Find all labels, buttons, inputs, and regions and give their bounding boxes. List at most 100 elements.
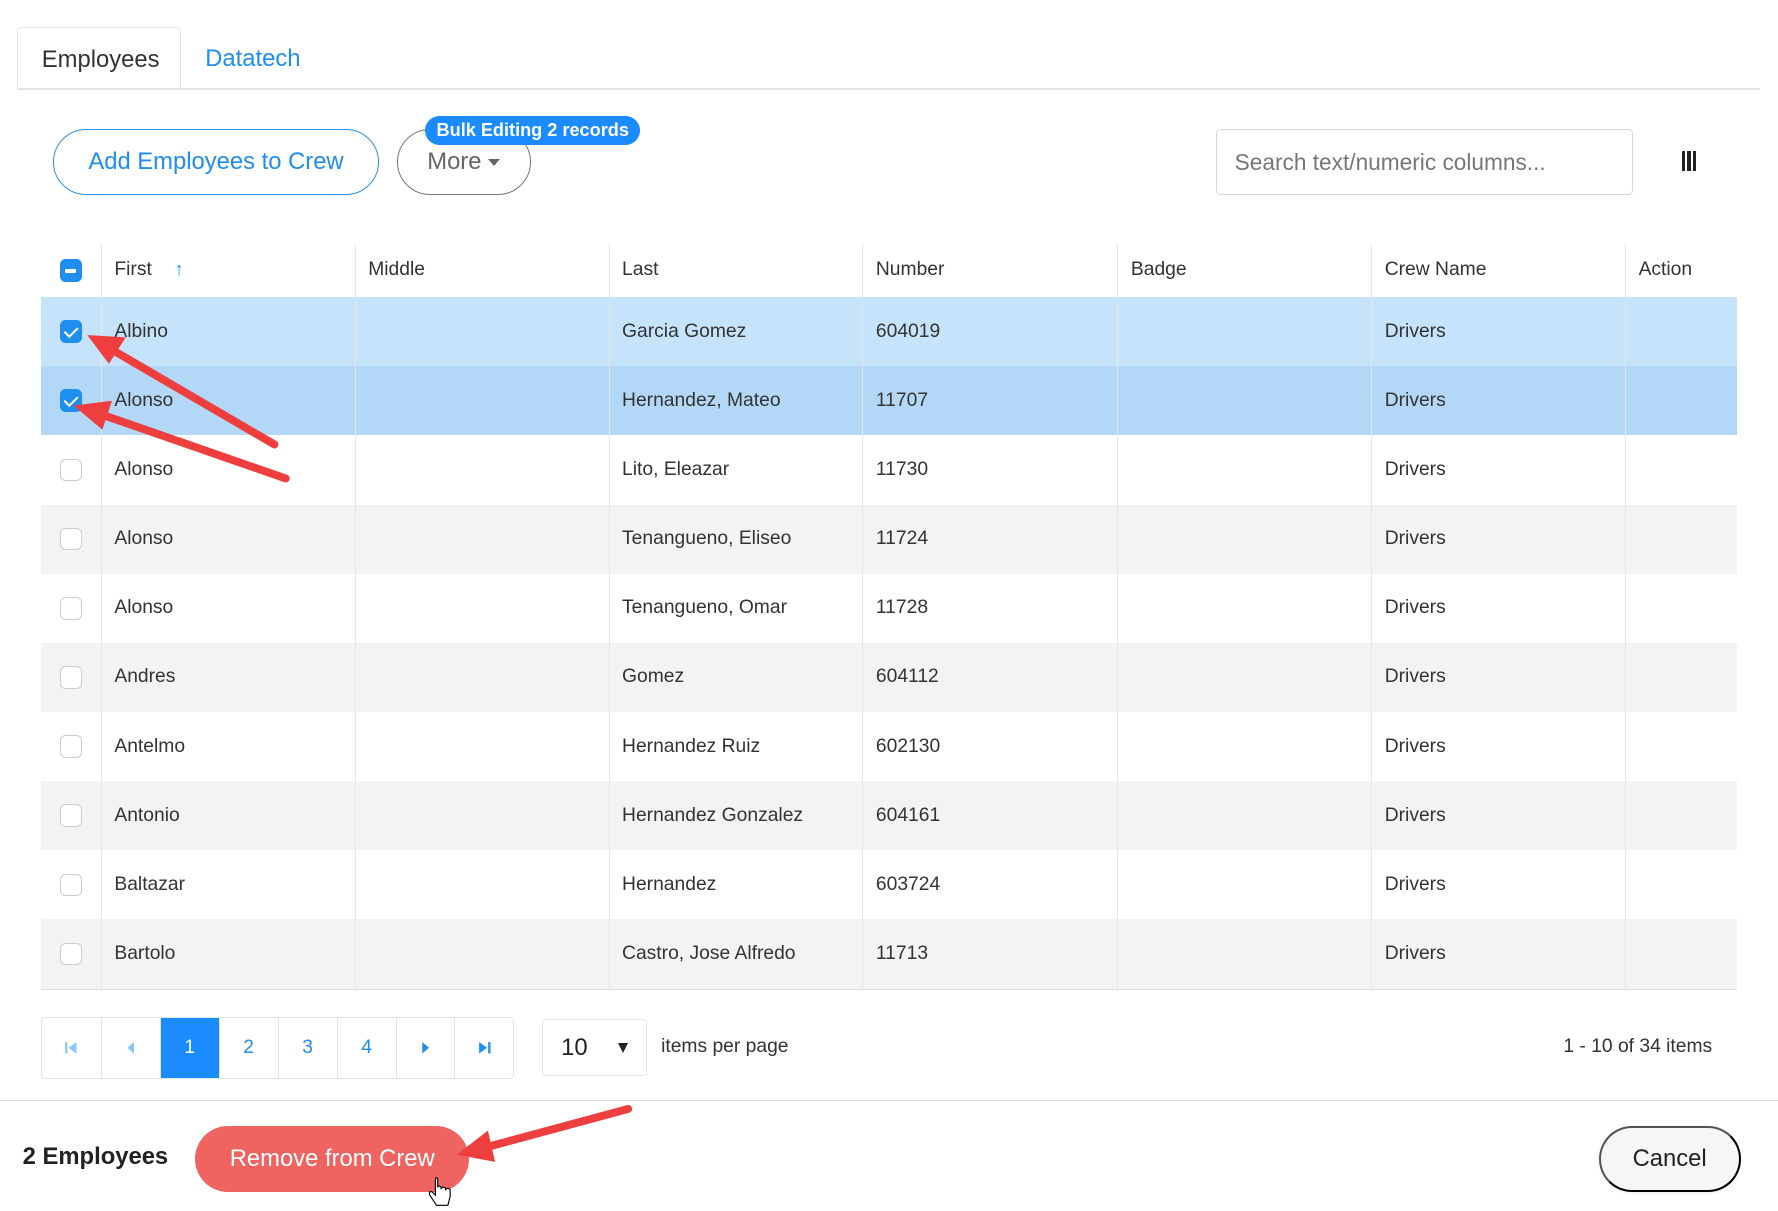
cell-last: Tenangueno, Eliseo bbox=[608, 504, 863, 574]
select-all-checkbox[interactable] bbox=[59, 259, 83, 282]
row-checkbox[interactable] bbox=[59, 804, 83, 828]
row-checkbox-cell[interactable] bbox=[40, 297, 102, 367]
cell-action bbox=[1625, 712, 1738, 782]
last-page-button[interactable] bbox=[454, 1018, 513, 1079]
add-employees-to-crew-button[interactable]: Add Employees to Crew bbox=[53, 129, 379, 196]
search-input[interactable] bbox=[1215, 129, 1633, 196]
annotation-arrow bbox=[481, 1104, 633, 1152]
cell-crew: Drivers bbox=[1371, 919, 1626, 990]
first-page-button[interactable] bbox=[42, 1018, 101, 1078]
row-checkbox[interactable] bbox=[59, 320, 83, 343]
cell-badge bbox=[1117, 366, 1372, 436]
last-page-icon bbox=[478, 1042, 491, 1054]
table-row[interactable]: Alonso Tenangueno, Eliseo 11724 Drivers bbox=[40, 504, 1738, 574]
columns-icon[interactable] bbox=[1681, 150, 1697, 172]
cell-first: Antelmo bbox=[100, 712, 356, 782]
cell-badge bbox=[1117, 504, 1372, 574]
select-all-checkbox-cell[interactable] bbox=[41, 244, 102, 297]
table-row[interactable]: Baltazar Hernandez 603724 Drivers bbox=[41, 850, 1738, 920]
employees-table: First ↑ Middle Last Number Badge Crew Nam… bbox=[40, 243, 1738, 990]
remove-from-crew-button[interactable]: Remove from Crew bbox=[195, 1125, 470, 1192]
cell-first: Andres bbox=[100, 642, 356, 712]
row-checkbox[interactable] bbox=[59, 389, 83, 413]
cell-middle bbox=[354, 366, 610, 436]
cell-action bbox=[1625, 435, 1738, 505]
cell-number: 11713 bbox=[862, 919, 1118, 990]
page-3-button[interactable]: 3 bbox=[277, 1018, 337, 1079]
column-header-badge[interactable]: Badge bbox=[1117, 243, 1372, 298]
footer-divider bbox=[0, 1099, 1778, 1101]
table-row[interactable]: Bartolo Castro, Jose Alfredo 11713 Drivers bbox=[40, 919, 1738, 990]
next-page-icon bbox=[422, 1042, 429, 1054]
cell-badge bbox=[1117, 781, 1372, 851]
column-header-middle[interactable]: Middle bbox=[354, 243, 610, 298]
table-row[interactable]: Antelmo Hernandez Ruiz 602130 Drivers bbox=[41, 712, 1738, 782]
next-page-button[interactable] bbox=[395, 1018, 455, 1079]
cell-action bbox=[1625, 504, 1738, 574]
cell-number: 604112 bbox=[862, 642, 1118, 712]
page-4-button[interactable]: 4 bbox=[336, 1018, 396, 1079]
cell-number: 11724 bbox=[862, 504, 1118, 574]
page-size-select[interactable]: 10 bbox=[542, 1019, 648, 1077]
row-checkbox-cell[interactable] bbox=[41, 712, 102, 781]
row-checkbox-cell[interactable] bbox=[40, 919, 102, 990]
cell-crew: Drivers bbox=[1371, 850, 1626, 920]
table-row[interactable]: Alonso Lito, Eleazar 11730 Drivers bbox=[41, 435, 1738, 505]
header-label: First bbox=[114, 259, 152, 281]
row-checkbox-cell[interactable] bbox=[41, 435, 102, 504]
table-row[interactable]: Alonso Hernandez, Mateo 11707 Drivers bbox=[40, 366, 1738, 436]
cancel-button[interactable]: Cancel bbox=[1598, 1125, 1741, 1192]
row-checkbox[interactable] bbox=[59, 873, 83, 897]
cell-first: Baltazar bbox=[100, 850, 356, 920]
cell-middle bbox=[354, 573, 610, 643]
cell-badge bbox=[1117, 850, 1372, 920]
cell-action bbox=[1625, 297, 1738, 367]
cell-action bbox=[1625, 850, 1738, 920]
column-header-number[interactable]: Number bbox=[862, 243, 1118, 298]
row-checkbox[interactable] bbox=[59, 596, 83, 620]
row-checkbox[interactable] bbox=[59, 735, 83, 758]
cell-last: Castro, Jose Alfredo bbox=[608, 919, 863, 990]
first-page-icon bbox=[65, 1042, 77, 1054]
table-header-row: First ↑ Middle Last Number Badge Crew Nam… bbox=[41, 243, 1738, 298]
column-header-first[interactable]: First ↑ bbox=[100, 243, 356, 298]
cell-last: Hernandez Ruiz bbox=[608, 712, 863, 782]
cell-badge bbox=[1117, 919, 1372, 990]
page-1-button[interactable]: 1 bbox=[159, 1018, 219, 1079]
cell-middle bbox=[354, 850, 610, 920]
cell-crew: Drivers bbox=[1371, 435, 1626, 505]
cell-number: 602130 bbox=[862, 712, 1118, 782]
cell-number: 11707 bbox=[862, 366, 1118, 436]
row-checkbox-cell[interactable] bbox=[40, 781, 102, 851]
row-checkbox[interactable] bbox=[59, 527, 83, 551]
row-checkbox-cell[interactable] bbox=[41, 850, 102, 919]
row-checkbox-cell[interactable] bbox=[40, 366, 102, 436]
cell-last: Lito, Eleazar bbox=[608, 435, 863, 505]
column-header-crew-name[interactable]: Crew Name bbox=[1371, 243, 1626, 298]
row-checkbox-cell[interactable] bbox=[40, 504, 102, 574]
cell-badge bbox=[1117, 435, 1372, 505]
dropdown-caret-icon bbox=[618, 1042, 629, 1053]
row-checkbox[interactable] bbox=[59, 666, 83, 689]
table-row[interactable]: Albino Garcia Gomez 604019 Drivers bbox=[40, 297, 1738, 367]
page-2-button[interactable]: 2 bbox=[218, 1018, 278, 1079]
tab-datatech[interactable]: Datatech bbox=[205, 45, 301, 73]
table-row[interactable]: Andres Gomez 604112 Drivers bbox=[40, 642, 1738, 712]
previous-page-button[interactable] bbox=[100, 1018, 160, 1079]
table-row[interactable]: Alonso Tenangueno, Omar 11728 Drivers bbox=[41, 573, 1738, 643]
cell-action bbox=[1625, 781, 1738, 851]
cell-number: 604161 bbox=[862, 781, 1118, 851]
row-checkbox-cell[interactable] bbox=[41, 574, 102, 643]
cell-middle bbox=[354, 712, 610, 782]
row-checkbox-cell[interactable] bbox=[40, 642, 102, 712]
row-checkbox[interactable] bbox=[59, 942, 83, 966]
cell-middle bbox=[354, 435, 610, 505]
tab-employees[interactable]: Employees bbox=[17, 27, 182, 89]
cell-last: Hernandez bbox=[608, 850, 863, 920]
items-count: 1 - 10 of 34 items bbox=[1563, 1036, 1713, 1058]
cell-number: 11730 bbox=[862, 435, 1118, 505]
column-header-last[interactable]: Last bbox=[608, 243, 863, 298]
table-row[interactable]: Antonio Hernandez Gonzalez 604161 Drivers bbox=[40, 781, 1738, 851]
cell-number: 604019 bbox=[862, 297, 1118, 367]
row-checkbox[interactable] bbox=[59, 458, 83, 482]
